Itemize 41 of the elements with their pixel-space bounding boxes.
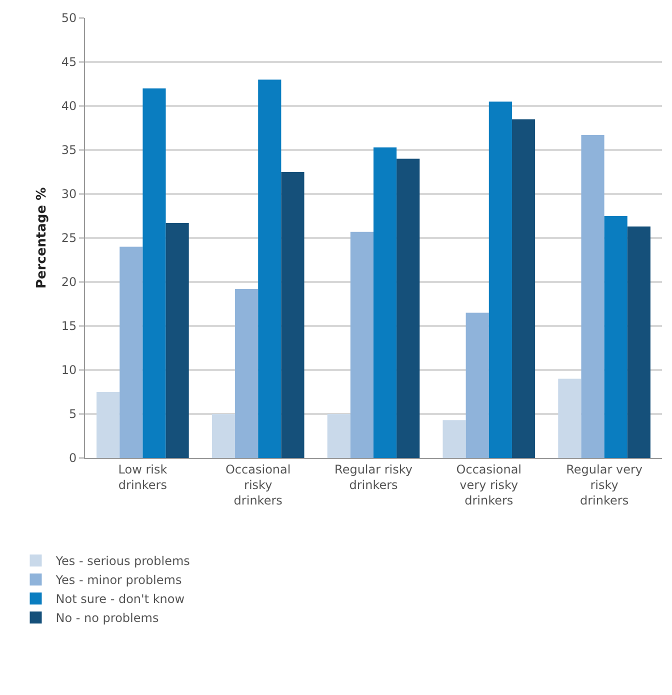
bar	[350, 232, 374, 458]
y-tick-label: 30	[61, 187, 77, 202]
y-tick-label: 15	[61, 319, 77, 334]
y-tick-label: 25	[61, 231, 77, 246]
y-tick-label: 35	[61, 143, 77, 158]
bar	[120, 246, 143, 458]
x-tick-label: Regular very risky drinkers	[566, 462, 642, 508]
legend-label: Not sure - don't know	[56, 592, 185, 606]
bar	[581, 135, 604, 458]
legend-label: Yes - serious problems	[54, 554, 190, 568]
bar	[374, 147, 397, 458]
y-tick-label: 45	[61, 55, 77, 70]
bar	[442, 420, 466, 458]
bar	[396, 158, 420, 458]
y-tick-label: 5	[68, 407, 77, 422]
y-tick-label: 10	[61, 363, 77, 378]
x-tick-label: Low risk drinkers	[118, 462, 168, 492]
bar	[558, 378, 582, 458]
bar	[281, 172, 304, 458]
bar	[466, 312, 489, 458]
bar	[166, 223, 189, 458]
bar	[512, 119, 536, 458]
y-tick-label: 20	[61, 275, 77, 290]
x-tick-label: Regular risky drinkers	[334, 462, 412, 492]
x-tick-label: Occasional very risky drinkers	[456, 462, 522, 508]
bar	[235, 289, 258, 458]
legend-label: Yes - minor problems	[54, 573, 182, 588]
bar	[627, 226, 650, 458]
y-tick-label: 50	[61, 11, 77, 26]
bar	[258, 80, 282, 458]
y-tick-label: 40	[61, 99, 77, 114]
y-axis-title: Percentage %	[34, 187, 50, 289]
legend-label: No - no problems	[56, 611, 159, 626]
bar	[488, 102, 512, 458]
y-tick-label: 0	[68, 451, 77, 466]
bar	[96, 392, 120, 458]
bar	[142, 88, 166, 458]
x-tick-label: Occasional risky drinkers	[225, 462, 291, 508]
bar	[327, 414, 350, 458]
bar	[212, 414, 236, 458]
bar	[604, 216, 628, 458]
